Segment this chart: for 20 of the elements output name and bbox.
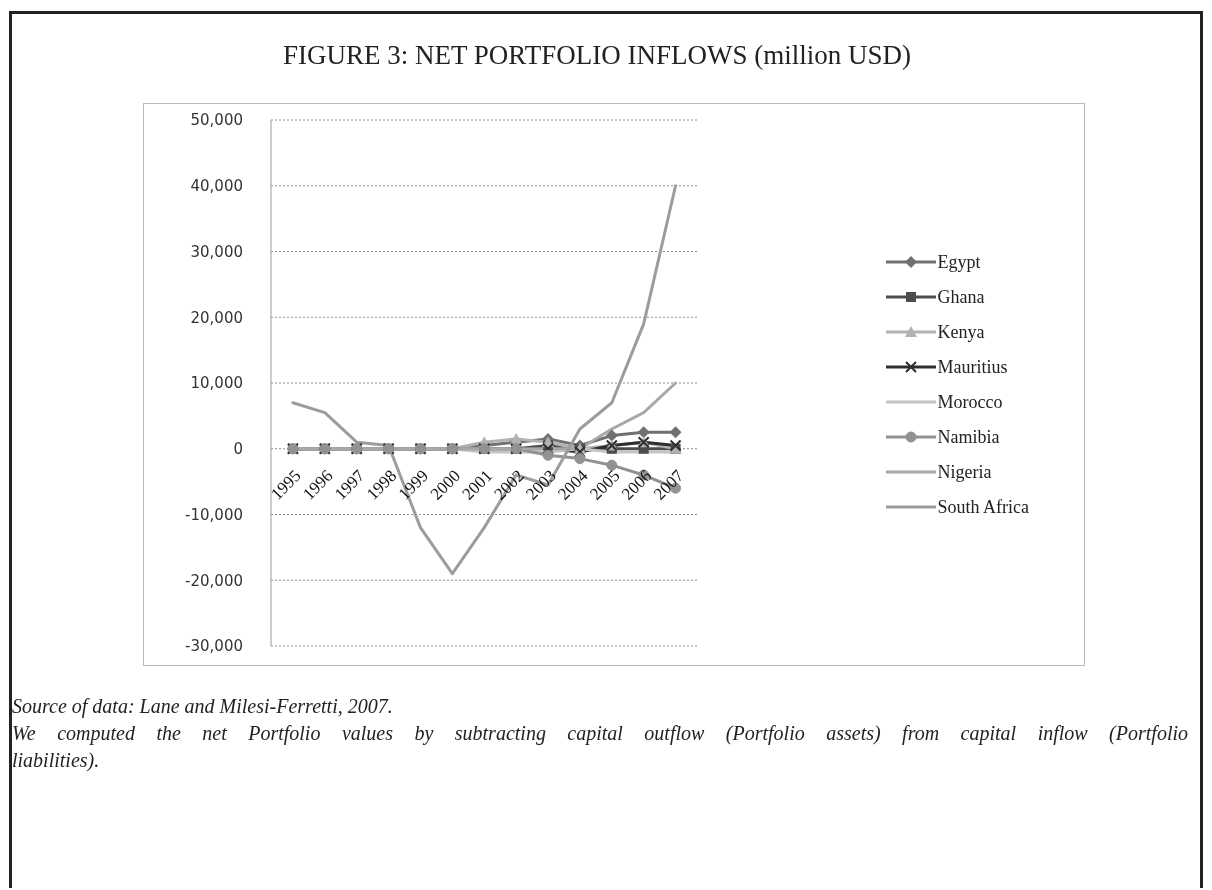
legend-label: Nigeria	[937, 461, 992, 483]
legend-label: Namibia	[937, 426, 1000, 448]
y-tick-label: 50,000	[190, 111, 243, 130]
legend-label: Mauritius	[937, 356, 1008, 378]
legend-label: Egypt	[937, 251, 981, 273]
y-tick-label: 0	[233, 440, 243, 459]
legend-label: South Africa	[937, 496, 1029, 518]
y-tick-label: 10,000	[190, 374, 243, 393]
y-tick-label: -30,000	[185, 637, 243, 656]
legend-label: Ghana	[937, 286, 985, 308]
legend-label: Morocco	[937, 391, 1003, 413]
y-tick-label: 40,000	[190, 177, 243, 196]
y-tick-label: 20,000	[190, 308, 243, 327]
y-tick-label: -20,000	[185, 571, 243, 590]
chart-title: FIGURE 3: NET PORTFOLIO INFLOWS (million USD)	[282, 40, 912, 71]
source-note: Source of data: Lane and Milesi-Ferretti, 2007.	[12, 694, 394, 720]
text: We computed the net Portfolio values by subtracting capital outflow (Portfolio assets) from capital inflow (Portfolio liabilities).	[12, 721, 1188, 773]
y-tick-label: -10,000	[185, 505, 243, 524]
legend-label: Kenya	[937, 321, 985, 343]
y-tick-label: 30,000	[190, 242, 243, 261]
